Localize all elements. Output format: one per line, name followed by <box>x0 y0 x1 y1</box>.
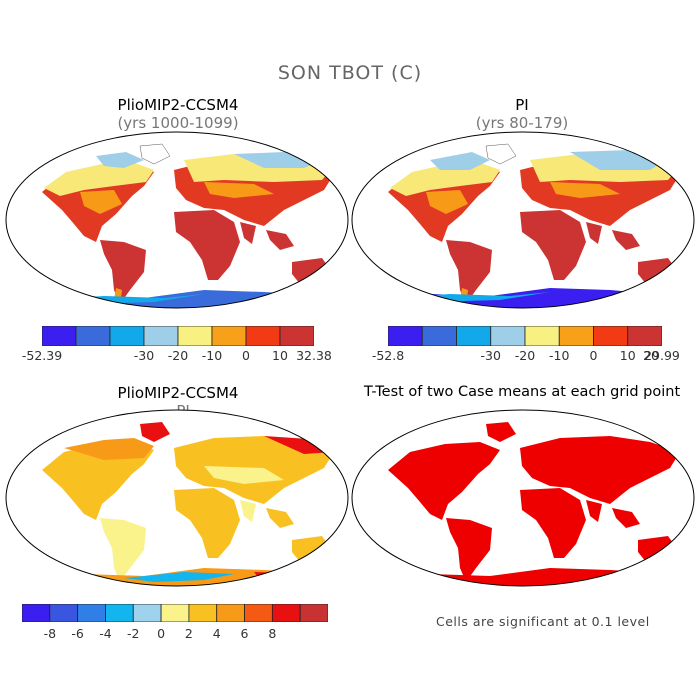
colorbar-swatch <box>216 604 245 622</box>
colorbar-swatch <box>160 604 190 622</box>
colorbar-swatch <box>75 326 111 346</box>
colorbar-swatch <box>299 604 328 622</box>
colorbar-swatch <box>490 326 526 346</box>
africa <box>174 210 240 280</box>
figure-title: SON TBOT (C) <box>277 62 423 84</box>
panel1-subtitle: (yrs 1000-1099) <box>117 114 239 132</box>
colorbar-tick-label: 6 <box>240 626 249 641</box>
colorbar-tick-label: -4 <box>99 626 112 641</box>
colorbar-swatch <box>132 604 162 622</box>
map-panel1 <box>5 131 349 309</box>
panel4-title: T-Test of two Case means at each grid po… <box>363 384 681 400</box>
colorbar-tick-label: 10 <box>619 348 636 363</box>
colorbar-tick-label: -52.8 <box>371 348 405 363</box>
colorbar-tick-label: 0 <box>242 348 250 363</box>
colorbar-swatch <box>188 604 218 622</box>
panel2-title: PI <box>515 96 529 114</box>
colorbar-swatch <box>245 326 281 346</box>
map-panel2 <box>351 131 695 309</box>
colorbar-tick-label: -20 <box>514 348 536 363</box>
panel1-title: PlioMIP2-CCSM4 <box>117 96 239 114</box>
south-america <box>100 240 146 304</box>
colorbar-swatch <box>211 326 247 346</box>
colorbar-swatch <box>143 326 179 346</box>
colorbar-tick-label: -20 <box>167 348 189 363</box>
colorbar-tick-label: -10 <box>549 348 570 363</box>
colorbar-swatch <box>244 604 273 622</box>
colorbar-tick-label: -10 <box>201 348 223 363</box>
colorbar-panel2 <box>388 326 662 346</box>
colorbar-tick-label: 0 <box>157 626 166 641</box>
colorbar-panel3 <box>22 604 328 622</box>
colorbar-swatch <box>627 326 662 346</box>
colorbar-tick-label: -8 <box>43 626 57 641</box>
colorbar-swatch <box>524 326 560 346</box>
colorbar-swatch <box>279 326 314 346</box>
colorbar-swatch <box>271 604 301 622</box>
colorbar-tick-label: 20 <box>643 348 659 363</box>
colorbar-panel1 <box>42 326 314 346</box>
colorbar-swatch <box>77 604 106 622</box>
map-panel4 <box>351 409 695 587</box>
colorbar-tick-label: -52.39 <box>21 348 63 363</box>
colorbar-tick-label: -6 <box>71 626 84 641</box>
colorbar-tick-label: -30 <box>480 348 501 363</box>
colorbar-tick-label: 4 <box>212 626 221 641</box>
colorbar-swatch <box>42 326 77 346</box>
colorbar-tick-label: 32.38 <box>296 348 332 363</box>
colorbar-tick-label: 2 <box>184 626 193 641</box>
colorbar-swatch <box>105 604 134 622</box>
colorbar-swatch <box>22 604 51 622</box>
colorbar-tick-label: 0 <box>589 348 598 363</box>
colorbar-swatch <box>558 326 594 346</box>
colorbar-swatch <box>421 326 457 346</box>
colorbar-swatch <box>177 326 213 346</box>
colorbar-swatch <box>49 604 79 622</box>
significance-footnote: Cells are significant at 0.1 level <box>436 614 650 629</box>
colorbar-tick-label: -2 <box>127 626 140 641</box>
colorbar-tick-label: 29.99 <box>644 348 680 363</box>
map-panel3 <box>5 409 349 587</box>
panel2-subtitle: (yrs 80-179) <box>475 114 569 132</box>
colorbar-swatch <box>388 326 423 346</box>
colorbar-swatch <box>593 326 629 346</box>
colorbar-swatch <box>456 326 492 346</box>
colorbar-tick-label: 8 <box>268 626 277 641</box>
colorbar-tick-label: 10 <box>272 348 288 363</box>
colorbar-tick-label: -30 <box>133 348 155 363</box>
panel3-title: PlioMIP2-CCSM4 <box>117 384 239 402</box>
colorbar-swatch <box>109 326 145 346</box>
